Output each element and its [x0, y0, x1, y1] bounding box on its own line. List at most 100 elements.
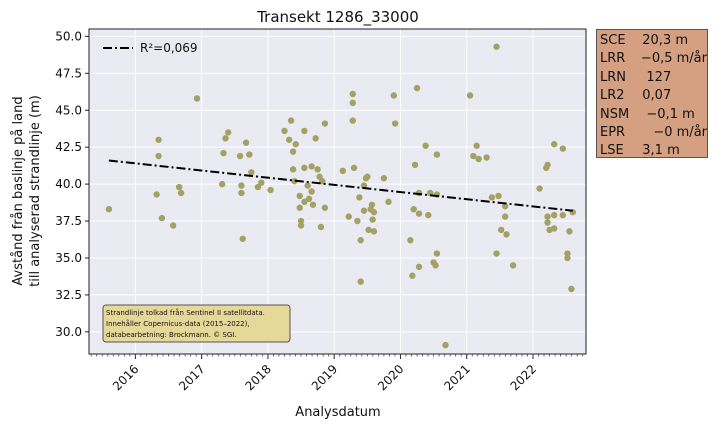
stat-key: LR2	[600, 88, 625, 104]
data-point	[413, 84, 421, 92]
annotation-line1: Strandlinje tolkad från Sentinel II sate…	[106, 308, 265, 317]
data-point	[153, 191, 160, 198]
data-point	[501, 203, 509, 210]
data-point	[390, 92, 398, 99]
data-point	[475, 155, 482, 163]
data-point	[364, 173, 371, 180]
data-point	[360, 182, 368, 189]
data-point	[497, 226, 505, 234]
data-point	[289, 166, 297, 173]
y-tick-label: 35.0	[55, 251, 82, 265]
stat-key: EPR	[600, 124, 626, 140]
data-point	[169, 222, 177, 229]
y-tick-label: 47.5	[55, 66, 82, 80]
data-point	[559, 211, 567, 219]
data-point	[466, 92, 474, 99]
data-point	[415, 210, 423, 217]
data-point	[301, 164, 308, 172]
data-point	[193, 95, 201, 102]
data-point	[297, 222, 305, 229]
stat-value: 0,07	[634, 88, 672, 104]
data-point	[349, 99, 356, 107]
data-point	[550, 225, 558, 232]
stat-row-epr: EPR −0 m/år	[600, 124, 707, 142]
data-point	[495, 192, 502, 200]
data-point	[442, 341, 449, 349]
data-point	[254, 183, 262, 191]
data-point	[433, 250, 441, 257]
data-point	[267, 186, 274, 194]
y-axis-label-line2: till analyserad strandlinje (m)	[28, 95, 43, 287]
data-point	[370, 208, 378, 216]
data-point	[349, 90, 356, 98]
data-point	[503, 231, 510, 238]
data-point	[422, 142, 429, 149]
grid-lines	[89, 29, 586, 354]
data-point	[105, 206, 113, 213]
stat-row-nsm: NSM −0,1 m	[600, 106, 707, 124]
data-point	[308, 188, 315, 195]
data-point	[385, 198, 392, 206]
data-point	[432, 262, 439, 269]
data-point	[509, 262, 517, 269]
data-point	[308, 163, 315, 170]
data-point	[239, 235, 246, 242]
data-point	[292, 141, 299, 148]
plot-frame	[88, 28, 587, 355]
data-point	[564, 250, 571, 257]
annotation-line3: databearbetning: Brockmann. © SGI.	[106, 331, 237, 339]
stat-key: LSE	[600, 143, 624, 159]
stat-value: 3,1 m	[634, 143, 680, 159]
y-tick-label: 50.0	[55, 29, 82, 43]
data-point	[415, 263, 423, 271]
data-point	[285, 136, 293, 143]
data-point	[564, 254, 571, 262]
stat-row-lse: LSE 3,1 m	[600, 142, 707, 160]
x-axis-label: Analysdatum	[295, 405, 380, 420]
legend: R²=0,069	[103, 41, 198, 55]
data-point	[410, 206, 417, 213]
data-point	[380, 175, 388, 182]
x-tick-label: 2022	[508, 362, 539, 393]
y-axis: 30.0 32.5 35.0 37.5 40.0 42.5 45.0 47.5 50.0	[55, 29, 89, 339]
data-point	[356, 194, 363, 201]
stat-key: SCE	[600, 33, 626, 48]
y-tick-label: 32.5	[55, 288, 82, 302]
data-point	[483, 154, 490, 161]
data-point	[357, 278, 364, 285]
data-point	[158, 214, 166, 222]
data-point	[544, 213, 551, 220]
stat-value: −0 m/år	[632, 124, 707, 140]
y-tick-label: 45.0	[55, 103, 82, 117]
data-point	[544, 161, 551, 169]
data-point	[488, 194, 496, 201]
data-point	[411, 161, 419, 169]
data-point	[304, 182, 311, 189]
stat-value: 20,3 m	[634, 33, 689, 48]
x-tick-label: 2017	[176, 362, 207, 393]
data-point	[368, 201, 376, 208]
data-point	[258, 179, 265, 186]
data-point	[155, 152, 162, 160]
data-point	[281, 127, 288, 135]
data-point	[493, 43, 500, 50]
data-point	[501, 213, 509, 220]
data-point	[470, 152, 477, 160]
data-point	[177, 189, 185, 197]
data-point	[433, 151, 441, 158]
data-point	[365, 226, 372, 234]
data-point	[305, 195, 313, 203]
data-point	[155, 136, 162, 143]
x-tick-label: 2016	[110, 362, 141, 393]
x-tick-label: 2020	[375, 362, 406, 393]
data-point	[350, 164, 358, 172]
data-point	[473, 142, 480, 149]
data-point	[321, 120, 329, 127]
statistics-panel: SCE 20,3 m LRR −0,5 m/år LRN 127 LR2 0,0…	[596, 29, 708, 158]
y-tick-label: 30.0	[55, 325, 82, 339]
data-point	[220, 149, 227, 157]
data-point	[321, 204, 329, 211]
data-point	[566, 228, 573, 235]
legend-label: R²=0,069	[140, 41, 198, 55]
data-point	[425, 211, 432, 219]
